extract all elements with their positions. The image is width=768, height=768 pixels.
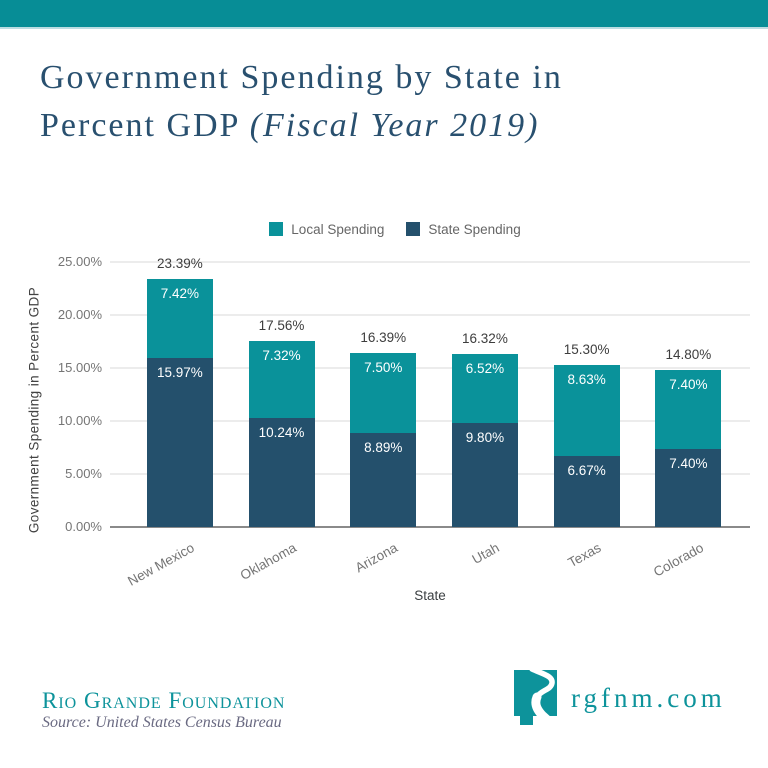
bar-total-label: 16.32% [462,331,508,346]
footer-site-url: rgfnm.com [571,683,726,713]
y-tick-label: 20.00% [57,307,102,322]
x-tick-label: Utah [469,540,503,567]
title-line-1: Government Spending by State in [40,59,563,96]
bar-segment-local-spending [655,370,722,449]
x-axis-baseline [110,526,750,528]
bar-total-label: 14.80% [665,347,712,363]
bar-segment-value-label: 8.89% [364,439,403,455]
gridline [110,314,750,316]
title-line-2: Percent GDP (Fiscal Year 2019) [40,102,700,150]
gridline [110,367,750,369]
bar-total-label: 15.30% [563,341,610,357]
header-band [0,0,768,29]
bar-segment-value-label: 6.67% [567,463,606,479]
x-tick-label: Texas [565,540,604,571]
bar-segment-state-spending [553,456,620,527]
bar-total-label: 23.39% [156,256,203,272]
legend-label: State Spending [428,221,521,237]
bar-segment-value-label: 7.42% [160,286,199,302]
legend-swatch-icon [406,222,421,236]
legend-item-local-spending: Local Spending [269,222,384,237]
y-tick-label: 25.00% [57,254,102,269]
bar-total-label: 17.56% [258,317,305,333]
bar-total-label: 16.39% [360,330,407,346]
y-tick-label: 0.00% [65,519,102,534]
bar-segment-value-label: 9.80% [465,430,505,446]
bar-segment-local-spending [451,354,518,424]
y-axis-title: Government Spending in Percent GDP [26,286,42,534]
y-tick-label: 5.00% [65,466,102,481]
legend-item-state-spending: State Spending [406,221,521,237]
y-tick-label: 15.00% [57,360,102,375]
x-axis-title: State [414,588,446,603]
x-tick-label: Arizona [353,540,401,576]
gridline [110,420,750,422]
bar-segment-state-spending [146,357,213,527]
footer-org-name: Rio Grande Foundation [42,688,286,713]
bar-segment-value-label: 10.24% [258,425,305,441]
bar-segment-value-label: 7.32% [262,347,301,363]
bar-segment-value-label: 15.97% [156,364,203,380]
chart-legend: Local Spending State Spending [40,220,750,238]
bar-segment-value-label: 8.63% [567,371,606,387]
legend-label: Local Spending [291,221,385,237]
bar-segment-value-label: 7.40% [669,455,708,471]
bar-segment-value-label: 7.50% [364,360,403,376]
gridline [110,473,750,475]
new-mexico-rio-grande-icon [514,668,559,727]
bar-segment-local-spending [146,279,213,358]
bar-segment-state-spending [655,448,722,527]
bar-segment-local-spending [553,364,620,457]
x-tick-label: New Mexico [125,540,198,589]
legend-swatch-icon [269,222,284,236]
title-line-2-regular: Percent GDP [40,107,250,144]
bar-segment-local-spending [350,353,417,433]
footer-source-text: Source: United States Census Bureau [42,714,282,731]
x-tick-label: Colorado [650,540,706,580]
bar-segment-value-label: 6.52% [465,361,505,376]
bar-segment-value-label: 7.40% [669,377,708,393]
bar-segment-local-spending [248,340,315,419]
bar-segment-state-spending [248,418,315,527]
x-tick-label: Oklahoma [237,540,299,583]
title-line-2-italic: (Fiscal Year 2019) [249,107,540,144]
bar-segment-state-spending [350,432,417,527]
gridline [110,261,750,263]
page-title: Government Spending by State in Percent … [40,54,700,150]
y-tick-label: 10.00% [57,413,102,428]
bar-segment-state-spending [451,423,518,527]
